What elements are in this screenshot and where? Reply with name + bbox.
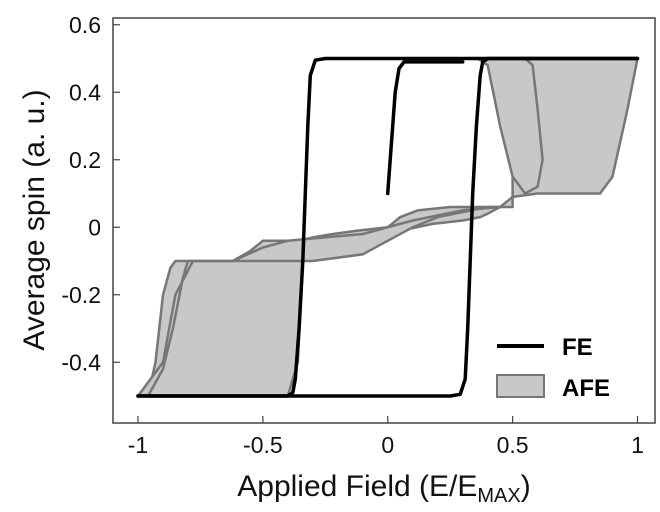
legend-fe-label: FE xyxy=(562,334,593,361)
x-tick-label: -0.5 xyxy=(243,432,283,458)
y-tick-label: -0.4 xyxy=(61,349,101,375)
y-axis-title: Average spin (a. u.) xyxy=(18,89,51,350)
x-axis-title-subscript: MAX xyxy=(477,485,520,507)
fe-branch-0 xyxy=(136,56,640,398)
afe-band-2 xyxy=(476,57,544,195)
fe-branch-1 xyxy=(136,56,640,398)
afe-band-1 xyxy=(136,205,502,398)
y-tick-label: -0.2 xyxy=(61,282,101,308)
y-tick-label: 0.4 xyxy=(69,79,101,105)
x-tick-label: 0 xyxy=(381,432,394,458)
x-tick-label: 1 xyxy=(631,432,644,458)
legend-afe-label: AFE xyxy=(562,375,610,402)
y-tick-label: 0.2 xyxy=(69,147,101,173)
legend-afe-swatch xyxy=(496,374,545,398)
x-tick-label: -1 xyxy=(128,432,148,458)
y-tick-label: 0 xyxy=(88,214,101,240)
x-tick-label: 0.5 xyxy=(497,432,529,458)
legend: FE AFE xyxy=(496,334,610,402)
fe-branch-2 xyxy=(385,60,465,196)
y-tick-label: 0.6 xyxy=(69,12,101,38)
x-axis-title-main: Applied Field (E/E xyxy=(237,470,477,503)
x-axis-title-close: ) xyxy=(521,470,531,503)
x-axis-title: Applied Field (E/EMAX) xyxy=(237,470,530,507)
